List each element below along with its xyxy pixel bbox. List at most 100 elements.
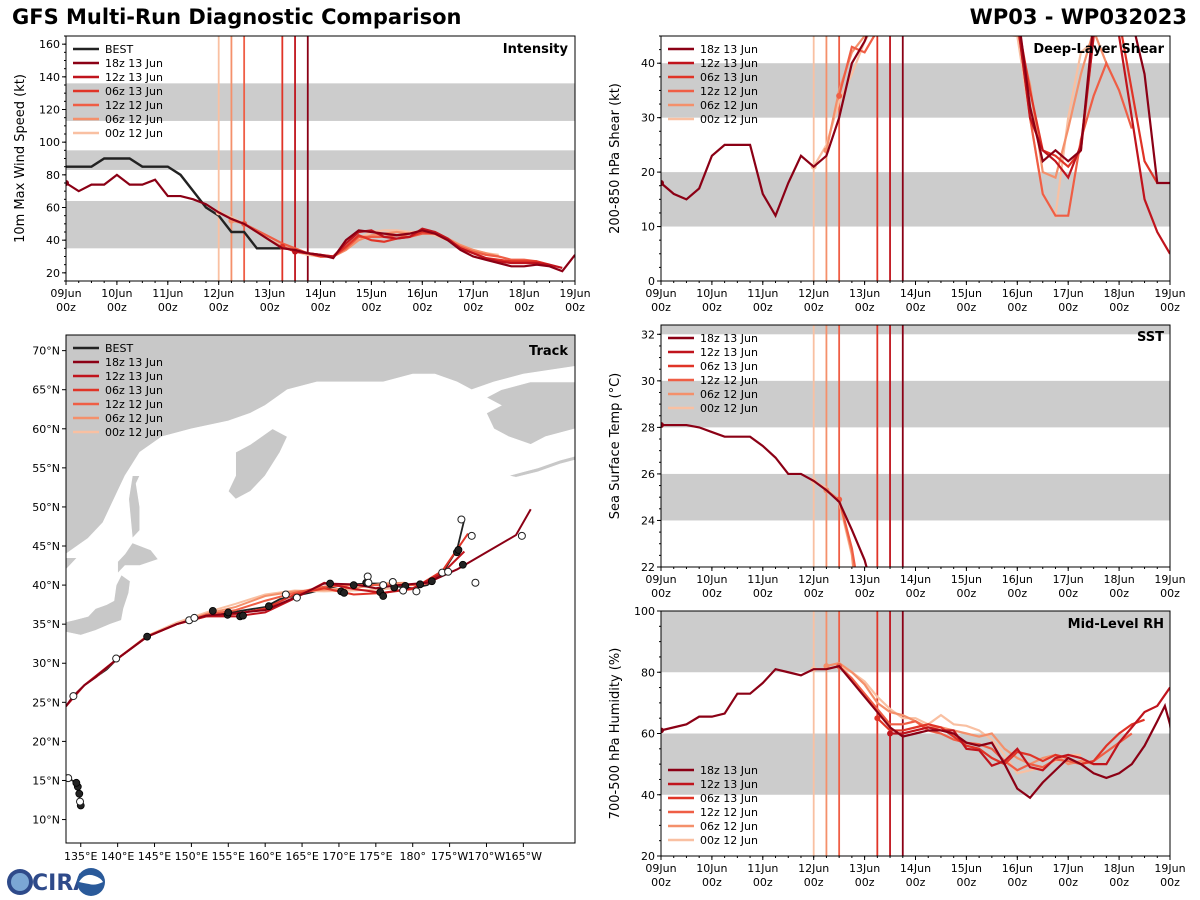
lon-tick-label: 175°W (431, 850, 468, 863)
y-tick-label: 120 (39, 104, 60, 117)
lat-tick-label: 60°N (32, 423, 60, 436)
y-tick-label: 40 (46, 234, 60, 247)
y-tick-label: 60 (641, 728, 655, 741)
init-point (887, 0, 893, 1)
track-marker-open (292, 593, 301, 602)
panel-rh: 2040608010009Jun00z10Jun00z11Jun00z12Jun… (608, 605, 1186, 889)
track-marker-filled (458, 560, 467, 569)
x-tick-label: 12Jun (798, 573, 829, 586)
series-line (661, 423, 868, 567)
x-tick-hour-label: 00z (651, 876, 671, 889)
x-tick-hour-label: 00z (855, 587, 875, 600)
x-tick-hour-label: 00z (957, 301, 977, 314)
track-marker-open (388, 577, 397, 586)
y-tick-label: 10 (641, 221, 655, 234)
track-marker-filled (416, 580, 424, 589)
y-tick-label: 40 (641, 789, 655, 802)
x-tick-hour-label: 00z (651, 587, 671, 600)
x-tick-hour-label: 00z (565, 301, 585, 314)
init-point (887, 730, 894, 737)
track-marker-open (66, 774, 73, 783)
x-tick-label: 17Jun (1053, 573, 1084, 586)
x-tick-hour-label: 00z (753, 876, 773, 889)
init-point (661, 180, 664, 186)
legend-label: 06z 12 Jun (105, 113, 163, 126)
land-mass (128, 475, 141, 539)
y-tick-label: 160 (39, 38, 60, 51)
track-marker-open (517, 531, 526, 540)
x-tick-hour-label: 00z (906, 876, 926, 889)
lat-tick-label: 65°N (32, 384, 60, 397)
y-tick-label: 80 (46, 169, 60, 182)
x-tick-hour-label: 00z (753, 587, 773, 600)
x-tick-label: 16Jun (1002, 862, 1033, 875)
x-tick-label: 17Jun (1053, 287, 1084, 300)
legend-label: 00z 12 Jun (700, 402, 758, 415)
x-tick-label: 19Jun (1154, 573, 1185, 586)
lon-tick-label: 170°W (468, 850, 505, 863)
x-tick-hour-label: 00z (855, 876, 875, 889)
track-marker-open (281, 590, 290, 599)
land-mass (117, 542, 159, 575)
x-tick-label: 11Jun (747, 862, 778, 875)
x-tick-hour-label: 00z (1007, 301, 1027, 314)
init-point (836, 92, 843, 99)
x-tick-hour-label: 00z (412, 301, 432, 314)
track-marker-open (471, 578, 480, 587)
series-line (243, 222, 537, 263)
x-tick-hour-label: 00z (1160, 587, 1180, 600)
x-tick-hour-label: 00z (702, 876, 722, 889)
track-marker-filled (224, 608, 233, 617)
band (661, 473, 1170, 521)
x-tick-label: 16Jun (1002, 573, 1033, 586)
land-mass (485, 381, 575, 445)
lon-tick-label: 165°E (285, 850, 318, 863)
y-tick-label: 28 (641, 421, 655, 434)
track-marker-filled (454, 546, 463, 554)
series-line (826, 661, 1094, 766)
init-point (661, 422, 664, 429)
track-marker-filled (326, 579, 334, 588)
map-frame (65, 334, 576, 844)
init-point (661, 727, 664, 734)
x-tick-label: 09Jun (645, 573, 676, 586)
x-tick-label: 14Jun (900, 573, 931, 586)
y-tick-label: 80 (641, 666, 655, 679)
init-point (874, 28, 880, 34)
panel-shear: 01020304009Jun00z10Jun00z11Jun00z12Jun00… (608, 0, 1186, 314)
x-tick-hour-label: 00z (1058, 876, 1078, 889)
y-tick-label: 20 (46, 267, 60, 280)
track-marker-filled (143, 632, 152, 641)
track-marker-open (69, 692, 78, 701)
lon-tick-label: 145°E (138, 850, 171, 863)
x-tick-label: 16Jun (407, 287, 438, 300)
x-tick-label: 14Jun (900, 287, 931, 300)
plot-area (661, 0, 1170, 281)
lat-tick-label: 45°N (32, 540, 60, 553)
x-tick-hour-label: 00z (957, 587, 977, 600)
series-line (838, 499, 857, 567)
x-tick-label: 09Jun (645, 862, 676, 875)
band (661, 611, 1170, 673)
plot-area (661, 611, 1170, 856)
x-tick-label: 12Jun (203, 287, 234, 300)
legend-label: 00z 12 Jun (700, 113, 758, 126)
y-tick-label: 0 (648, 275, 655, 288)
track-marker-filled (340, 589, 349, 597)
x-tick-label: 17Jun (458, 287, 489, 300)
legend-label: 12z 13 Jun (700, 57, 758, 70)
legend-label: BEST (105, 43, 133, 56)
legend-label: 18z 13 Jun (105, 57, 163, 70)
lat-tick-label: 15°N (32, 774, 60, 787)
forecast-track (66, 508, 532, 707)
panel-title: SST (1137, 330, 1164, 345)
forecast-track (94, 581, 406, 679)
globe-inner-icon (11, 873, 29, 891)
x-tick-label: 15Jun (951, 573, 982, 586)
track-marker-filled (72, 778, 81, 787)
x-tick-label: 18Jun (509, 287, 540, 300)
x-tick-hour-label: 00z (1058, 587, 1078, 600)
land-mass (66, 557, 78, 570)
x-tick-hour-label: 00z (855, 301, 875, 314)
